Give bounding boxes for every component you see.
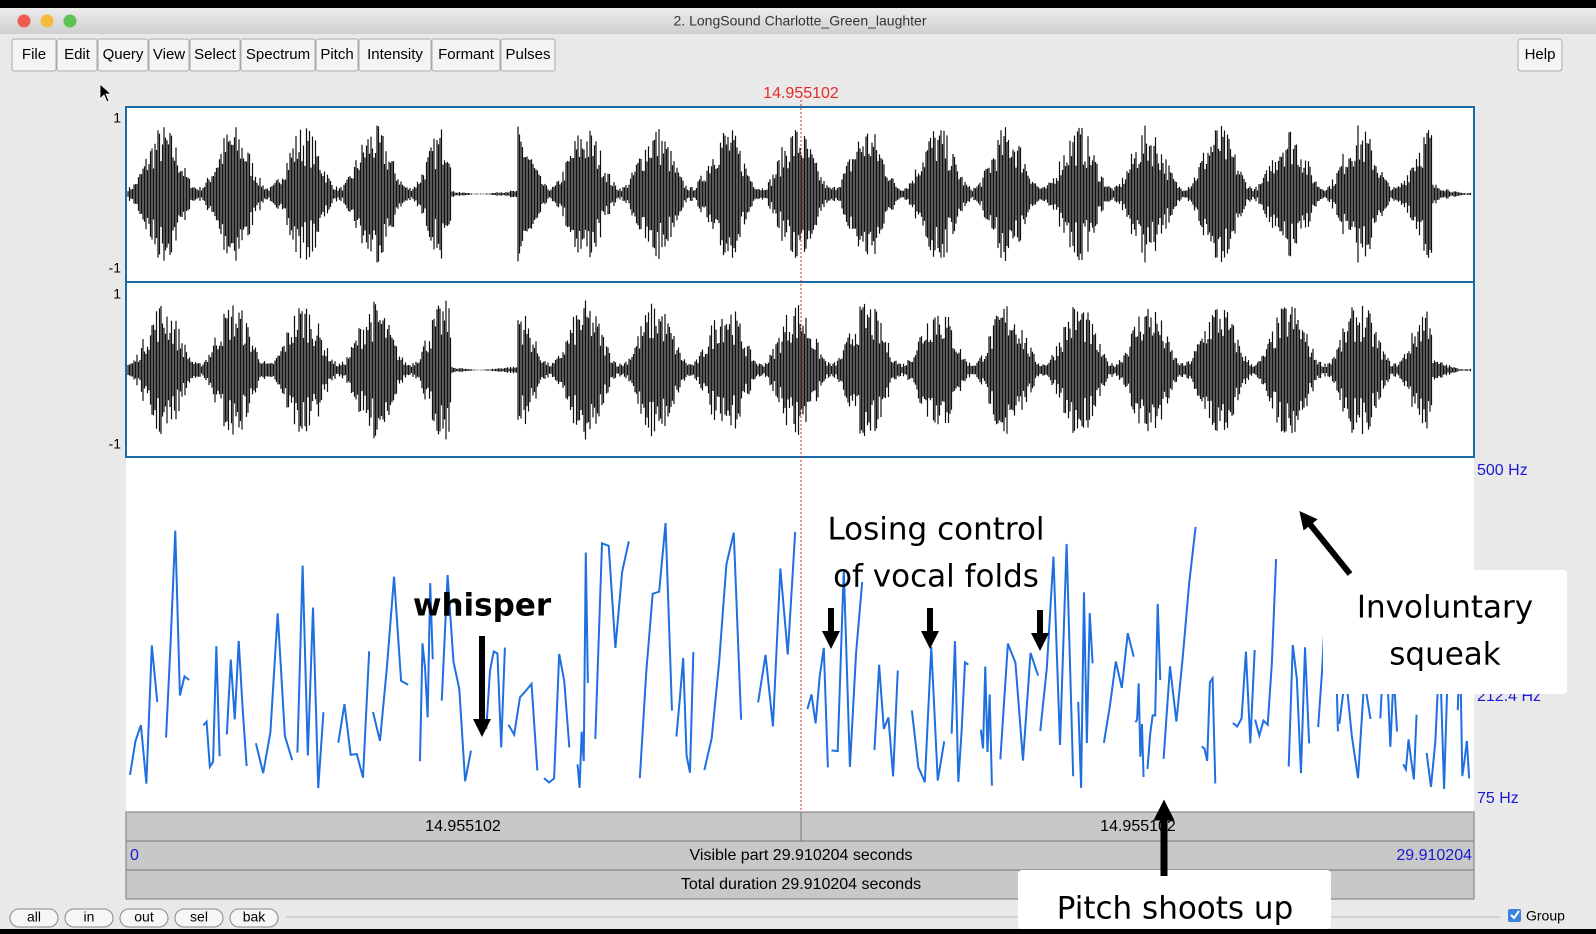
squeak-line2: squeak (1389, 637, 1501, 673)
menu-label: Pulses (505, 46, 550, 63)
pitch-max: 500 Hz (1477, 462, 1528, 479)
menu-label: File (22, 46, 46, 63)
ch1-top: 1 (113, 110, 121, 126)
pitch-min: 75 Hz (1477, 790, 1519, 807)
menu-label: Edit (64, 46, 91, 63)
menu-label: Query (103, 46, 144, 63)
zoom-button[interactable] (64, 15, 77, 28)
zoom-buttons: all in out sel bak (10, 909, 278, 927)
group-checkbox[interactable] (1508, 909, 1521, 922)
losing-line1: Losing control (827, 512, 1044, 548)
losing-line2: of vocal folds (833, 559, 1039, 595)
cursor-time: 14.955102 (763, 85, 839, 102)
total-label: Total duration 29.910204 seconds (681, 876, 921, 893)
menu-label: View (153, 46, 185, 63)
menu-label: Pitch (320, 46, 353, 63)
menu-label: Select (194, 46, 237, 63)
zoom-label: sel (190, 909, 208, 925)
zoom-label: out (134, 909, 154, 925)
zoom-label: bak (243, 909, 267, 925)
window-title: 2. LongSound Charlotte_Green_laughter (674, 13, 927, 29)
minimize-button[interactable] (41, 15, 54, 28)
menu-label: Intensity (367, 46, 423, 63)
zoom-label: in (84, 909, 95, 925)
menu-bar: File Edit Query View Select Spectrum Pitch Inte… (12, 39, 555, 71)
help-label: Help (1525, 46, 1556, 63)
visible-end: 29.910204 (1396, 847, 1472, 864)
ch2-top: 1 (113, 286, 121, 302)
time-left: 14.955102 (425, 818, 501, 835)
group-label: Group (1526, 908, 1565, 924)
whisper-note: whisper (413, 588, 552, 624)
menu-label: Spectrum (246, 46, 310, 63)
ch2-bottom: -1 (109, 436, 122, 452)
pitch-up-note: Pitch shoots up (1057, 891, 1294, 927)
visible-label: Visible part 29.910204 seconds (690, 847, 913, 864)
visible-start: 0 (130, 847, 139, 864)
ch1-bottom: -1 (109, 260, 122, 276)
close-button[interactable] (18, 15, 31, 28)
zoom-label: all (27, 909, 41, 925)
praat-window: 2. LongSound Charlotte_Green_laughter Fi… (0, 0, 1596, 929)
menu-label: Formant (438, 46, 495, 63)
squeak-line1: Involuntary (1357, 590, 1533, 626)
